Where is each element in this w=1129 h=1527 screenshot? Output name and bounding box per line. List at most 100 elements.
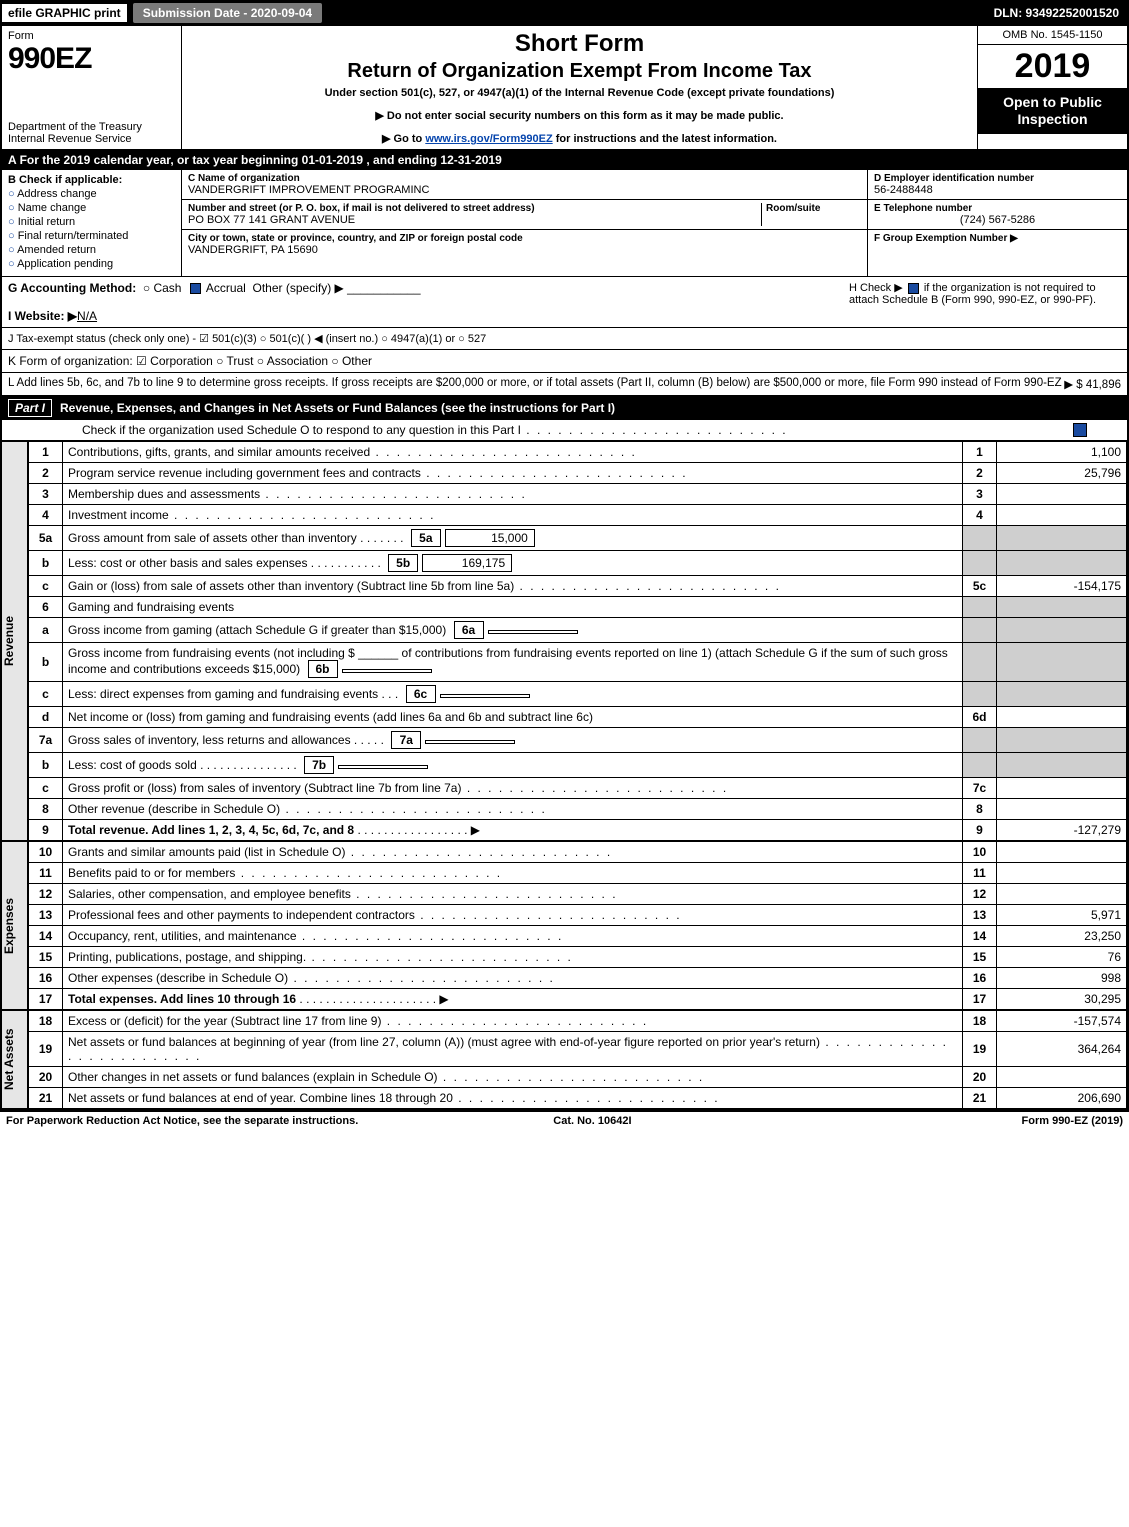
footer-mid: Cat. No. 10642I: [553, 1115, 631, 1127]
return-title: Return of Organization Exempt From Incom…: [192, 60, 967, 83]
city-label: City or town, state or province, country…: [188, 233, 861, 244]
line-6c: cLess: direct expenses from gaming and f…: [29, 682, 1127, 707]
line-j: J Tax-exempt status (check only one) - ☑…: [2, 328, 1127, 350]
header-left: Form 990EZ Department of the Treasury In…: [2, 26, 182, 149]
expenses-section: Expenses 10Grants and similar amounts pa…: [2, 841, 1127, 1010]
line-6d: dNet income or (loss) from gaming and fu…: [29, 707, 1127, 728]
line-11: 11Benefits paid to or for members11: [29, 863, 1127, 884]
line-13: 13Professional fees and other payments t…: [29, 905, 1127, 926]
g-cash[interactable]: Cash: [153, 281, 181, 295]
group-exemption-label: F Group Exemption Number ▶: [874, 233, 1121, 244]
box-c: C Name of organization VANDERGRIFT IMPRO…: [182, 170, 867, 276]
line-6a: aGross income from gaming (attach Schedu…: [29, 618, 1127, 643]
city-value: VANDERGRIFT, PA 15690: [188, 244, 861, 256]
line-5c: cGain or (loss) from sale of assets othe…: [29, 576, 1127, 597]
net-assets-label: Net Assets: [2, 1010, 28, 1109]
tax-year: 2019: [978, 45, 1127, 88]
line-9: 9Total revenue. Add lines 1, 2, 3, 4, 5c…: [29, 820, 1127, 841]
org-name-label: C Name of organization: [188, 173, 861, 184]
open-public-badge: Open to Public Inspection: [978, 88, 1127, 134]
part-1-bar: Part I Revenue, Expenses, and Changes in…: [2, 396, 1127, 420]
expenses-table: 10Grants and similar amounts paid (list …: [28, 841, 1127, 1010]
ein-value: 56-2488448: [874, 184, 1121, 196]
addr-value: PO BOX 77 141 GRANT AVENUE: [188, 214, 761, 226]
l-text: L Add lines 5b, 6c, and 7b to line 9 to …: [8, 377, 1062, 391]
line-g-h: G Accounting Method: ○ Cash Accrual Othe…: [2, 277, 1127, 328]
net-assets-section: Net Assets 18Excess or (deficit) for the…: [2, 1010, 1127, 1109]
chk-application-pending[interactable]: Application pending: [8, 258, 175, 270]
line-12: 12Salaries, other compensation, and empl…: [29, 884, 1127, 905]
under-section: Under section 501(c), 527, or 4947(a)(1)…: [192, 87, 967, 99]
line-l: L Add lines 5b, 6c, and 7b to line 9 to …: [2, 373, 1127, 396]
short-form-title: Short Form: [192, 30, 967, 58]
line-10: 10Grants and similar amounts paid (list …: [29, 842, 1127, 863]
header-right: OMB No. 1545-1150 2019 Open to Public In…: [977, 26, 1127, 149]
h-checkbox[interactable]: [908, 283, 919, 294]
part-1-check[interactable]: [1073, 423, 1087, 437]
line-7c: cGross profit or (loss) from sales of in…: [29, 778, 1127, 799]
footer-right: Form 990-EZ (2019): [1022, 1115, 1123, 1127]
line-7a: 7aGross sales of inventory, less returns…: [29, 728, 1127, 753]
line-k: K Form of organization: ☑ Corporation ○ …: [2, 350, 1127, 373]
department-label: Department of the Treasury Internal Reve…: [8, 121, 175, 145]
ssn-warning: ▶ Do not enter social security numbers o…: [192, 109, 967, 122]
line-5b: bLess: cost or other basis and sales exp…: [29, 551, 1127, 576]
irs-link[interactable]: www.irs.gov/Form990EZ: [425, 133, 552, 145]
expenses-label: Expenses: [2, 841, 28, 1010]
chk-final-return[interactable]: Final return/terminated: [8, 230, 175, 242]
ein-label: D Employer identification number: [874, 173, 1121, 184]
submission-date-button[interactable]: Submission Date - 2020-09-04: [133, 3, 322, 23]
line-15: 15Printing, publications, postage, and s…: [29, 947, 1127, 968]
line-6: 6Gaming and fundraising events: [29, 597, 1127, 618]
dln-label: DLN: 93492252001520: [994, 6, 1127, 20]
chk-address-change[interactable]: Address change: [8, 188, 175, 200]
line-7b: bLess: cost of goods sold . . . . . . . …: [29, 753, 1127, 778]
footer: For Paperwork Reduction Act Notice, see …: [0, 1111, 1129, 1130]
phone-label: E Telephone number: [874, 203, 1121, 214]
line-8: 8Other revenue (describe in Schedule O)8: [29, 799, 1127, 820]
line-6b: bGross income from fundraising events (n…: [29, 643, 1127, 682]
box-b: B Check if applicable: Address change Na…: [2, 170, 182, 276]
tax-period: A For the 2019 calendar year, or tax yea…: [2, 151, 1127, 170]
h-text1: H Check ▶: [849, 282, 903, 294]
part-1-title: Revenue, Expenses, and Changes in Net As…: [60, 401, 615, 415]
line-1: 1Contributions, gifts, grants, and simil…: [29, 442, 1127, 463]
net-assets-table: 18Excess or (deficit) for the year (Subt…: [28, 1010, 1127, 1109]
line-19: 19Net assets or fund balances at beginni…: [29, 1032, 1127, 1067]
i-label: I Website: ▶: [8, 309, 77, 323]
period-text: For the 2019 calendar year, or tax year …: [20, 153, 502, 167]
line-21: 21Net assets or fund balances at end of …: [29, 1088, 1127, 1109]
form-word: Form: [8, 30, 175, 42]
revenue-label: Revenue: [2, 441, 28, 841]
footer-left: For Paperwork Reduction Act Notice, see …: [6, 1115, 358, 1127]
form-header: Form 990EZ Department of the Treasury In…: [2, 26, 1127, 151]
form-number: 990EZ: [8, 42, 175, 76]
g-other[interactable]: Other (specify) ▶: [253, 281, 344, 295]
line-2: 2Program service revenue including gover…: [29, 463, 1127, 484]
part-1-label: Part I: [8, 399, 52, 417]
l-amount: ▶ $ 41,896: [1064, 377, 1121, 391]
g-accrual-checkbox[interactable]: [190, 283, 201, 294]
line-3: 3Membership dues and assessments3: [29, 484, 1127, 505]
room-label: Room/suite: [766, 203, 861, 214]
efile-label[interactable]: efile GRAPHIC print: [2, 4, 127, 22]
form-container: Form 990EZ Department of the Treasury In…: [0, 26, 1129, 1111]
box-b-heading: B Check if applicable:: [8, 174, 122, 186]
g-accrual: Accrual: [206, 281, 246, 295]
header-mid: Short Form Return of Organization Exempt…: [182, 26, 977, 149]
chk-amended-return[interactable]: Amended return: [8, 244, 175, 256]
line-18: 18Excess or (deficit) for the year (Subt…: [29, 1011, 1127, 1032]
part-1-subtitle-row: Check if the organization used Schedule …: [2, 420, 1127, 441]
box-d: D Employer identification number 56-2488…: [867, 170, 1127, 276]
chk-initial-return[interactable]: Initial return: [8, 216, 175, 228]
part-1-subtitle: Check if the organization used Schedule …: [82, 423, 788, 437]
g-label: G Accounting Method:: [8, 281, 136, 295]
phone-value: (724) 567-5286: [874, 214, 1121, 226]
top-bar: efile GRAPHIC print Submission Date - 20…: [0, 0, 1129, 26]
chk-name-change[interactable]: Name change: [8, 202, 175, 214]
line-5a: 5aGross amount from sale of assets other…: [29, 526, 1127, 551]
line-17: 17Total expenses. Add lines 10 through 1…: [29, 989, 1127, 1010]
entity-block: B Check if applicable: Address change Na…: [2, 170, 1127, 277]
omb-number: OMB No. 1545-1150: [978, 26, 1127, 45]
addr-label: Number and street (or P. O. box, if mail…: [188, 203, 761, 214]
